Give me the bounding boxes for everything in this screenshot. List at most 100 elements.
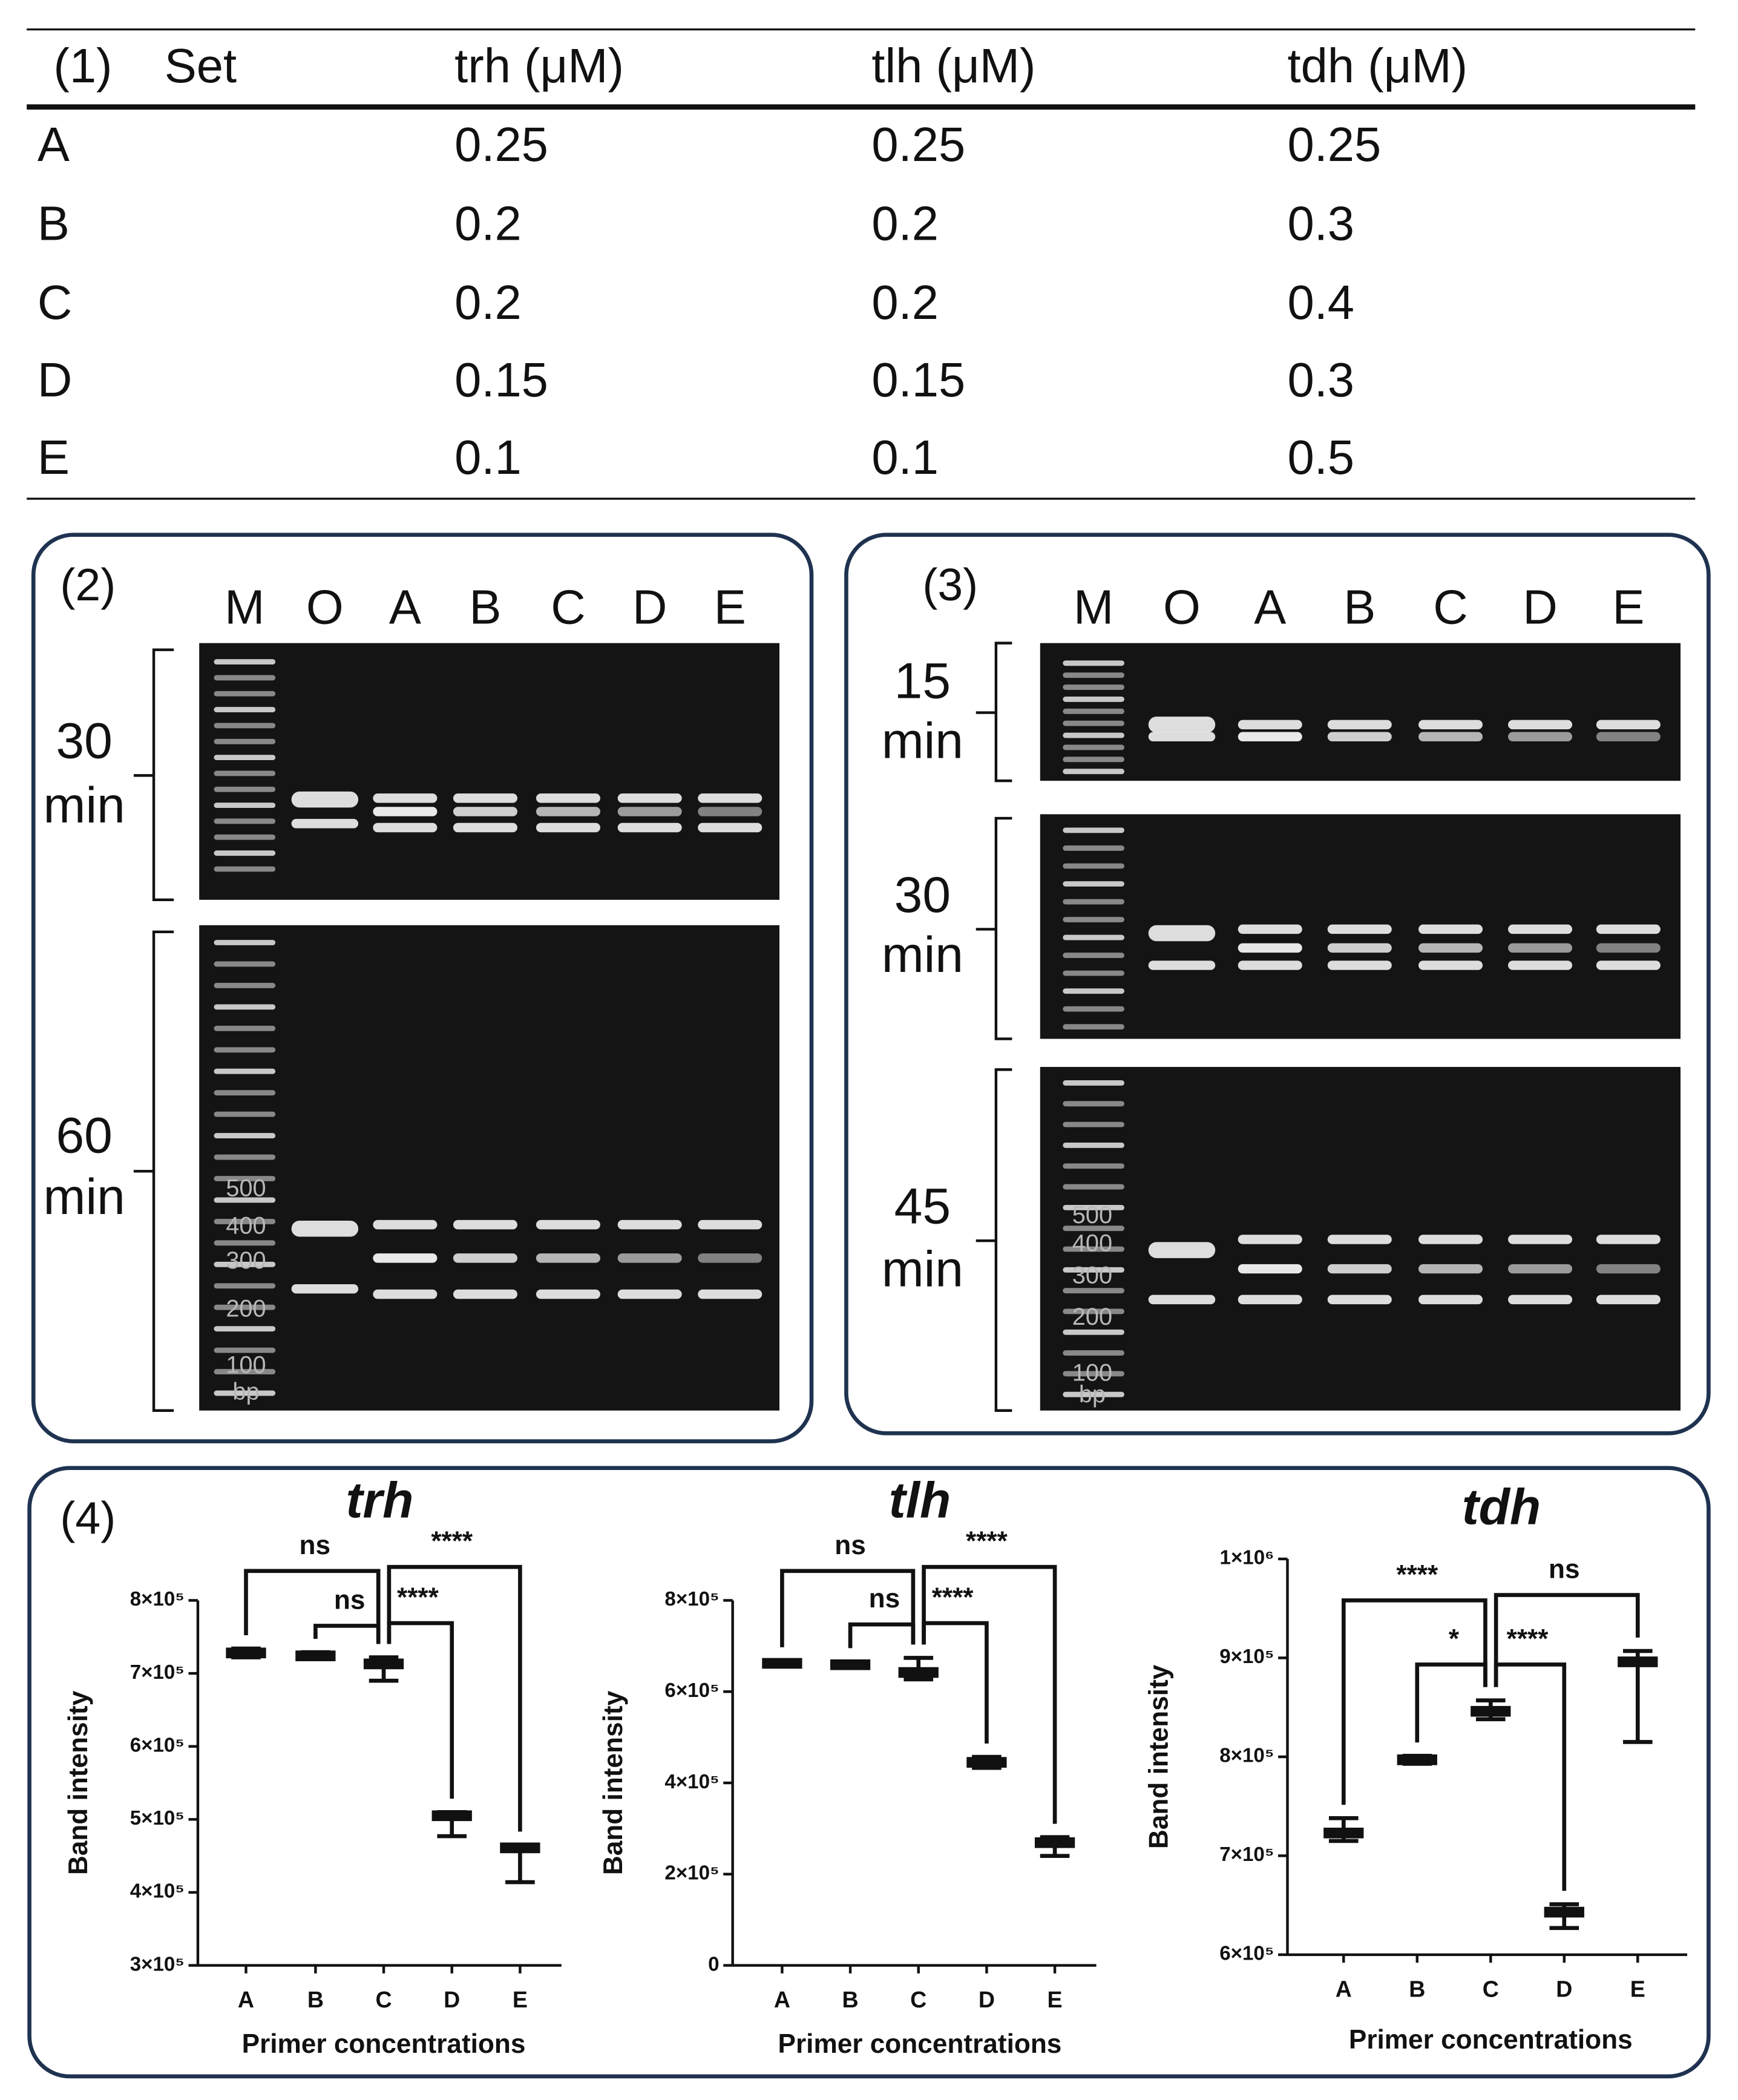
- significance-bracket: [313, 1624, 381, 1644]
- gel-band: [536, 807, 600, 816]
- gel-band: [1596, 720, 1661, 730]
- gel-band: [453, 793, 517, 803]
- table-rules: [27, 28, 1696, 500]
- lane-label: B: [469, 580, 501, 634]
- table-header: tlh (μM): [871, 39, 1035, 93]
- gel-band: [373, 807, 438, 816]
- x-tick-label: A: [238, 1987, 254, 2012]
- mean-mark: [1618, 1656, 1658, 1667]
- gel-band: [214, 738, 276, 744]
- y-tick-label: 8×10⁵: [1219, 1745, 1274, 1767]
- gel-band: [1327, 943, 1392, 953]
- gel-band: [373, 793, 438, 803]
- gel-band: [214, 691, 276, 697]
- gel-band: [214, 866, 276, 872]
- lane-label: M: [225, 580, 264, 634]
- gel-band: [214, 1240, 276, 1246]
- gel-band: [453, 807, 517, 816]
- gel-band: [1063, 1101, 1124, 1107]
- significance-label: ns: [299, 1531, 330, 1560]
- gel-band: [698, 1219, 762, 1230]
- gel-image: [199, 643, 779, 900]
- ladder-label: bp: [232, 1379, 259, 1405]
- table-cell: B: [38, 197, 70, 251]
- x-tick-label: E: [1630, 1976, 1645, 2001]
- gel-band: [214, 1025, 276, 1031]
- gel-band: [1063, 881, 1124, 887]
- gel-band: [214, 1326, 276, 1332]
- significance-label: *: [1449, 1624, 1460, 1653]
- gel-band: [214, 1176, 276, 1181]
- lane-label: O: [1163, 580, 1201, 634]
- lane-label: E: [714, 580, 746, 634]
- gel-band: [1238, 1264, 1302, 1274]
- gel-band: [1063, 934, 1124, 940]
- gel-band: [214, 659, 276, 664]
- gel-band: [1596, 960, 1661, 970]
- time-label: 30: [56, 712, 112, 769]
- y-tick-label: 9×10⁵: [1219, 1646, 1274, 1668]
- gel-band: [1063, 1288, 1124, 1294]
- gel-image: [1040, 643, 1681, 781]
- table-cell: 0.25: [871, 117, 965, 171]
- y-axis-label: Band intensity: [1144, 1664, 1173, 1849]
- time-label: 60: [56, 1106, 112, 1163]
- table-cell: C: [38, 275, 72, 329]
- lane-label: A: [389, 580, 421, 634]
- gel-band: [1327, 732, 1392, 742]
- ladder-label: 100: [226, 1351, 266, 1378]
- gel-band: [1148, 960, 1216, 970]
- gel-band: [536, 1289, 600, 1299]
- y-tick-label: 6×10⁵: [1219, 1943, 1274, 1965]
- gels: [199, 643, 1681, 1411]
- gel-band: [1508, 924, 1573, 934]
- y-tick-label: 7×10⁵: [130, 1661, 185, 1684]
- x-axis-label: Primer concentrations: [778, 2029, 1062, 2059]
- gel-band: [453, 1253, 517, 1263]
- gel-band: [1063, 708, 1124, 714]
- table-cell: 0.15: [454, 353, 548, 407]
- gel-band: [1063, 1143, 1124, 1148]
- ladder-label: 200: [1072, 1304, 1112, 1330]
- gel-band: [214, 1154, 276, 1160]
- gel-band: [291, 1284, 359, 1294]
- mean-mark: [1034, 1837, 1075, 1848]
- significance-label: ns: [869, 1584, 900, 1613]
- gel-band: [373, 1289, 438, 1299]
- lane-label: D: [1523, 580, 1557, 634]
- y-tick-label: 4×10⁵: [664, 1771, 719, 1793]
- gel-band: [1418, 1264, 1483, 1274]
- y-tick-label: 6×10⁵: [130, 1734, 185, 1756]
- gel-band: [1063, 988, 1124, 994]
- gel-band: [1063, 1350, 1124, 1356]
- table-cell: 0.3: [1287, 197, 1354, 251]
- gel-band: [214, 802, 276, 809]
- significance-label: ns: [835, 1531, 866, 1560]
- gel-band: [1063, 756, 1124, 763]
- gel-band: [1148, 925, 1216, 942]
- x-tick-label: A: [774, 1987, 790, 2012]
- gel-band: [1063, 899, 1124, 905]
- significance-bracket: [244, 1569, 381, 1644]
- gel-band: [1063, 863, 1124, 869]
- gel-band: [1508, 1294, 1573, 1305]
- gel-band: [1508, 943, 1573, 953]
- significance-bracket: [780, 1569, 916, 1647]
- gel-band: [214, 1304, 276, 1310]
- gel-band: [1063, 684, 1124, 690]
- gel-band: [214, 961, 276, 967]
- significance-bracket: [922, 1564, 1057, 1824]
- gel-band: [1063, 1184, 1124, 1190]
- gel-band: [617, 1289, 682, 1299]
- lane-label: B: [1343, 580, 1376, 634]
- gel-band: [1508, 732, 1573, 742]
- table-header: Set: [165, 39, 237, 93]
- gel-band: [214, 1218, 276, 1224]
- panel-frame: [27, 1466, 1711, 2079]
- gel-band: [214, 1347, 276, 1353]
- gel-band: [617, 793, 682, 803]
- x-tick-label: E: [1048, 1987, 1063, 2012]
- ladder-label: 500: [1072, 1202, 1112, 1229]
- bracket: [976, 1068, 1012, 1412]
- table-cell: 0.2: [454, 197, 522, 251]
